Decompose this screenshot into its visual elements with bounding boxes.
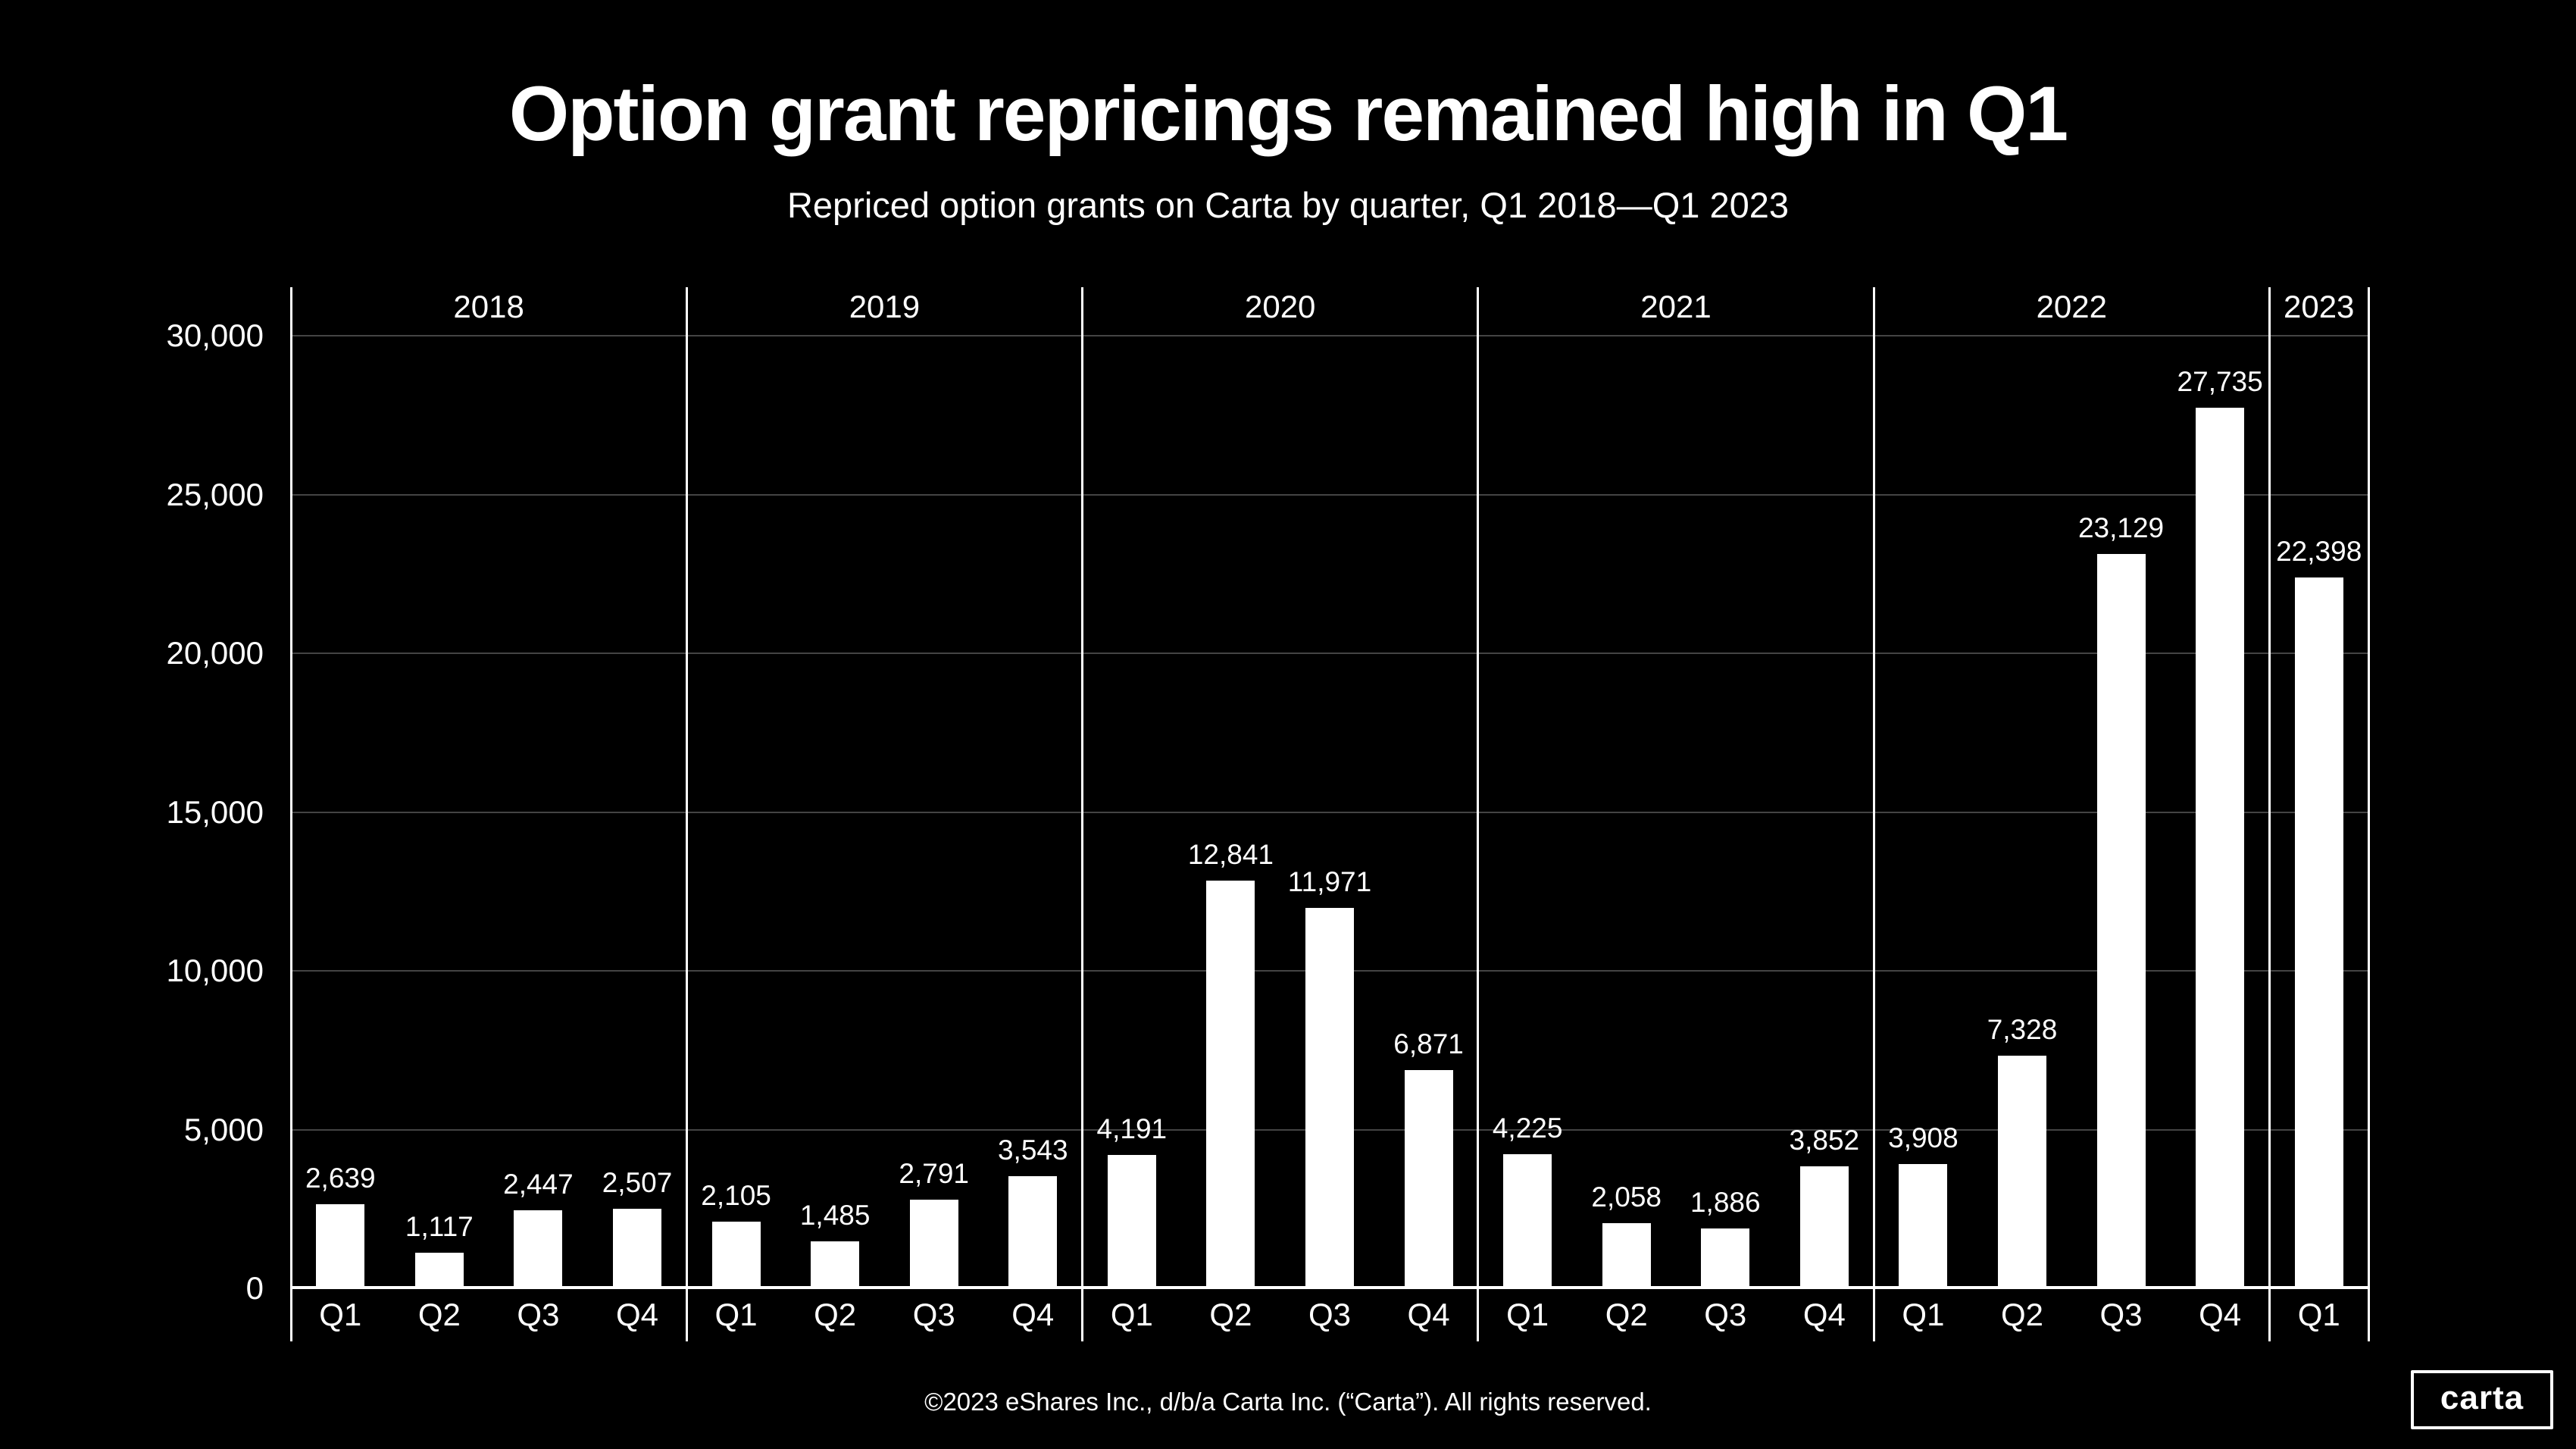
x-tick-label: Q1 (319, 1297, 362, 1332)
bar (613, 1208, 661, 1288)
x-tick-label: Q3 (517, 1297, 560, 1332)
year-label: 2020 (1244, 289, 1316, 324)
bar-value-label: 7,328 (1987, 1013, 2058, 1045)
bar-value-label: 2,639 (305, 1163, 376, 1194)
y-tick-label: 0 (245, 1270, 264, 1306)
bar (1799, 1166, 1849, 1288)
year-separator (2367, 287, 2370, 1341)
bar-value-label: 2,791 (899, 1158, 969, 1190)
x-tick-label: Q2 (2000, 1297, 2044, 1332)
x-tick-label: Q2 (814, 1297, 857, 1332)
gridline (291, 493, 2368, 496)
x-tick-label: Q1 (2297, 1297, 2340, 1332)
year-label: 2023 (2283, 289, 2355, 324)
bar-value-label: 22,398 (2276, 535, 2362, 567)
bar-value-label: 1,117 (405, 1211, 474, 1243)
bar (1701, 1228, 1750, 1288)
y-tick-label: 25,000 (166, 476, 264, 512)
bar (2096, 553, 2146, 1288)
year-label: 2022 (2036, 289, 2107, 324)
bar-value-label: 27,735 (2177, 365, 2263, 397)
bar-value-label: 12,841 (1187, 838, 1274, 870)
bar (1602, 1222, 1651, 1288)
y-tick-label: 30,000 (166, 318, 264, 353)
bar-value-label: 11,971 (1287, 866, 1372, 898)
bar (909, 1200, 958, 1288)
year-separator (289, 287, 292, 1341)
bar-value-label: 2,105 (701, 1179, 771, 1211)
chart-subtitle: Repriced option grants on Carta by quart… (786, 185, 1790, 225)
x-tick-label: Q4 (1407, 1297, 1450, 1332)
bar (1305, 908, 1354, 1288)
x-tick-label: Q3 (2099, 1297, 2143, 1332)
copyright-text: ©2023 eShares Inc., d/b/a Carta Inc. (“C… (924, 1388, 1652, 1416)
bar (811, 1241, 860, 1288)
year-separator (1081, 287, 1084, 1341)
bar-value-label: 1,485 (799, 1199, 871, 1231)
bar (1206, 880, 1255, 1288)
x-axis-line (291, 1286, 2368, 1289)
bar (711, 1221, 761, 1288)
year-separator (1872, 287, 1875, 1341)
bar (1008, 1175, 1058, 1288)
gridline (291, 335, 2368, 336)
x-tick-label: Q4 (1802, 1297, 1846, 1332)
bar (414, 1253, 464, 1288)
x-tick-label: Q4 (2199, 1297, 2242, 1332)
y-tick-label: 10,000 (166, 953, 264, 988)
bar-value-label: 3,543 (997, 1134, 1068, 1166)
year-separator (2268, 287, 2271, 1341)
gridline (291, 811, 2368, 813)
year-separator (685, 287, 688, 1341)
x-tick-label: Q1 (1110, 1297, 1153, 1332)
x-tick-label: Q2 (1605, 1297, 1648, 1332)
bar-value-label: 2,447 (503, 1169, 574, 1200)
y-tick-label: 20,000 (166, 635, 264, 671)
gridline (291, 653, 2368, 654)
y-tick-label: 5,000 (183, 1111, 264, 1147)
bar (2294, 577, 2343, 1288)
bar (514, 1210, 563, 1288)
x-tick-label: Q2 (1209, 1297, 1252, 1332)
x-tick-label: Q3 (1308, 1297, 1352, 1332)
x-tick-label: Q3 (1704, 1297, 1747, 1332)
bar-value-label: 23,129 (2077, 512, 2165, 543)
bar (1899, 1164, 1948, 1288)
year-separator (1477, 287, 1480, 1341)
chart-title: Option grant repricings remained high in… (508, 70, 2068, 157)
bar-value-label: 6,871 (1393, 1028, 1464, 1060)
year-label: 2021 (1640, 289, 1712, 324)
year-label: 2019 (849, 289, 921, 324)
bar (1998, 1055, 2046, 1288)
x-tick-label: Q1 (714, 1297, 758, 1332)
bar (1503, 1153, 1552, 1288)
carta-logo: carta (2411, 1370, 2553, 1429)
bar-value-label: 2,058 (1591, 1181, 1662, 1213)
bar-value-label: 1,886 (1690, 1186, 1761, 1218)
x-tick-label: Q1 (1902, 1297, 1945, 1332)
x-tick-label: Q1 (1506, 1297, 1549, 1332)
bar (316, 1204, 365, 1288)
year-label: 2018 (453, 289, 524, 324)
bar-value-label: 2,507 (602, 1166, 673, 1198)
bar (1404, 1070, 1453, 1288)
bar (2196, 407, 2245, 1288)
x-tick-label: Q3 (912, 1297, 955, 1332)
bar-value-label: 4,191 (1096, 1113, 1168, 1145)
bar-value-label: 3,852 (1789, 1124, 1860, 1156)
x-tick-label: Q4 (1011, 1297, 1055, 1332)
bar (1107, 1155, 1156, 1288)
y-tick-label: 15,000 (166, 793, 264, 830)
carta-logo-text: carta (2440, 1379, 2524, 1416)
x-tick-label: Q2 (417, 1297, 461, 1332)
bar-value-label: 4,225 (1492, 1112, 1563, 1144)
bar-value-label: 3,908 (1888, 1122, 1959, 1154)
x-tick-label: Q4 (615, 1297, 659, 1332)
